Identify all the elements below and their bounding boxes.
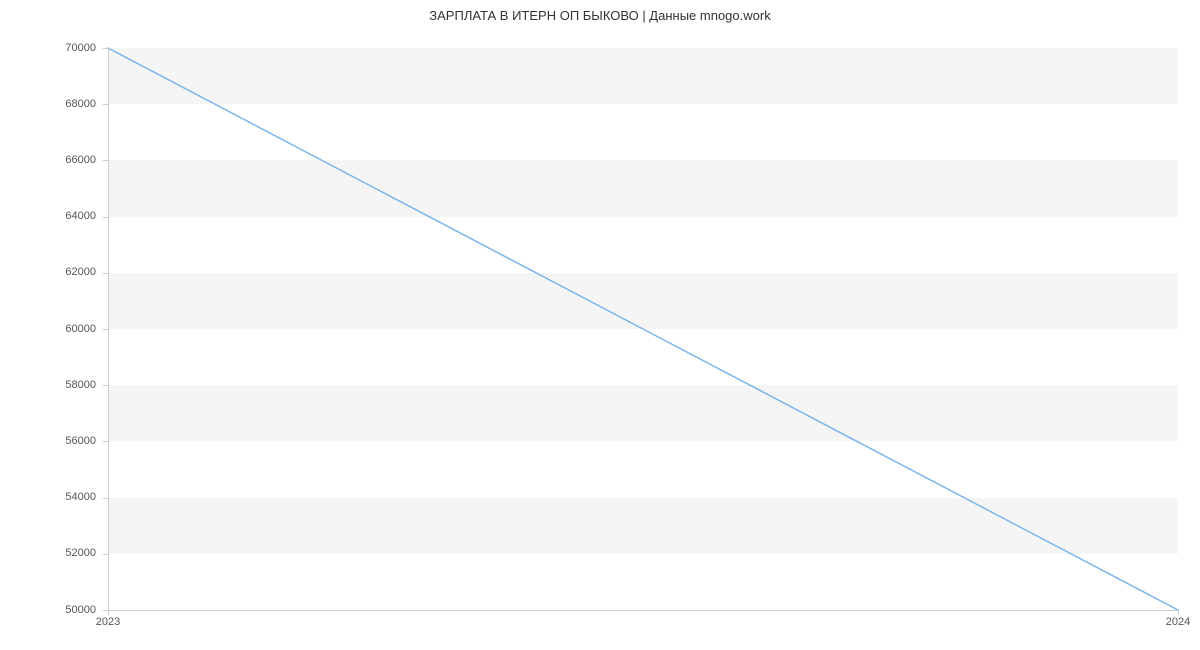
y-tick-label: 70000 <box>0 42 96 54</box>
y-tick-mark <box>103 498 108 499</box>
x-axis-line <box>108 610 1178 611</box>
y-tick-label: 62000 <box>0 266 96 278</box>
x-tick-mark <box>1178 610 1179 615</box>
series-line-salary <box>108 48 1178 610</box>
y-tick-mark <box>103 217 108 218</box>
y-tick-label: 68000 <box>0 98 96 110</box>
y-tick-label: 64000 <box>0 210 96 222</box>
y-tick-mark <box>103 554 108 555</box>
y-tick-label: 52000 <box>0 547 96 559</box>
line-layer <box>108 48 1178 610</box>
plot-area <box>108 48 1178 610</box>
y-tick-mark <box>103 160 108 161</box>
x-tick-label: 2024 <box>1148 616 1200 628</box>
y-tick-mark <box>103 385 108 386</box>
y-tick-mark <box>103 104 108 105</box>
chart-title: ЗАРПЛАТА В ИТЕРН ОП БЫКОВО | Данные mnog… <box>0 8 1200 23</box>
y-tick-label: 66000 <box>0 154 96 166</box>
y-tick-mark <box>103 329 108 330</box>
y-tick-label: 54000 <box>0 491 96 503</box>
y-tick-label: 56000 <box>0 435 96 447</box>
y-tick-label: 58000 <box>0 379 96 391</box>
y-tick-mark <box>103 48 108 49</box>
y-axis-line <box>108 48 109 610</box>
chart-container: ЗАРПЛАТА В ИТЕРН ОП БЫКОВО | Данные mnog… <box>0 0 1200 650</box>
y-tick-label: 60000 <box>0 323 96 335</box>
y-tick-label: 50000 <box>0 604 96 616</box>
y-tick-mark <box>103 273 108 274</box>
y-tick-mark <box>103 441 108 442</box>
x-tick-label: 2023 <box>78 616 138 628</box>
x-tick-mark <box>108 610 109 615</box>
